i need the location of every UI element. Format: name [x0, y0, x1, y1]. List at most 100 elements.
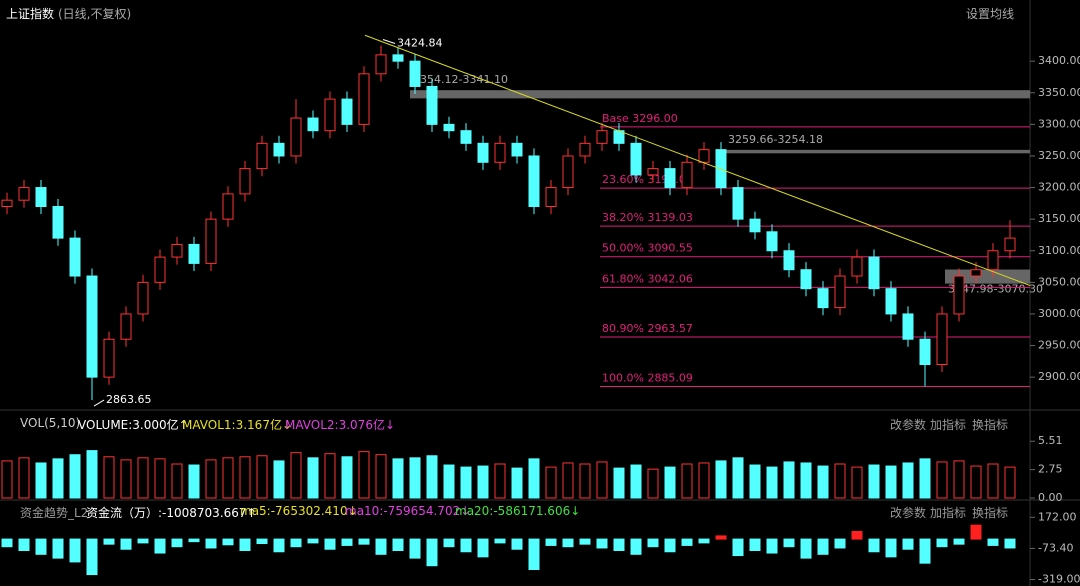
bar: [205, 459, 217, 499]
fib-label: 23.60% 3199.03: [602, 173, 693, 186]
candle-body: [375, 54, 387, 75]
button[interactable]: 改参数: [890, 506, 927, 520]
candle-body: [171, 243, 183, 258]
ma20: ma20:-586171.606↓: [455, 504, 581, 518]
y-tick-label: 3200.00: [1038, 181, 1080, 194]
candle-body: [256, 142, 268, 170]
y-tick-label: 5.51: [1038, 434, 1063, 447]
ma5: ma5:-765302.410↓: [240, 504, 358, 518]
bar: [715, 535, 727, 540]
bar: [86, 538, 98, 576]
bar: [460, 538, 472, 553]
bar: [817, 538, 829, 555]
bar: [35, 462, 47, 499]
bar: [613, 538, 625, 552]
button[interactable]: 加指标: [930, 418, 967, 432]
y-tick-label: 3100.00: [1038, 244, 1080, 257]
bar: [188, 538, 200, 543]
fib-label: Base 3296.00: [602, 112, 678, 125]
bar: [86, 450, 98, 499]
candle-body: [528, 155, 540, 208]
fib-label: 38.20% 3139.03: [602, 211, 693, 224]
candle-body: [953, 275, 965, 315]
zone: [725, 149, 1030, 154]
bar: [256, 455, 268, 499]
bar: [868, 538, 880, 553]
candle-body: [919, 338, 931, 366]
candle-body: [868, 256, 880, 290]
bar: [460, 466, 472, 499]
bar: [426, 538, 438, 567]
candle-body: [579, 142, 591, 157]
candle-body: [52, 206, 64, 239]
bar: [256, 538, 268, 545]
bar: [477, 538, 489, 558]
bar: [171, 538, 183, 548]
bar: [154, 458, 166, 499]
bar: [749, 538, 761, 552]
candle-body: [120, 313, 132, 340]
candle-body: [239, 168, 251, 195]
button[interactable]: 换指标: [972, 418, 1009, 432]
bar: [273, 460, 285, 499]
bar: [52, 538, 64, 559]
bar: [1, 538, 13, 548]
vol-name: VOL(5,10): [20, 416, 81, 430]
y-tick-label: 2900.00: [1038, 370, 1080, 383]
candle-body: [426, 85, 438, 125]
fib-label: 100.0% 2885.09: [602, 372, 693, 385]
y-tick-label: 3350.00: [1038, 86, 1080, 99]
bar: [698, 538, 710, 544]
candle-body: [936, 313, 948, 366]
bar: [18, 538, 30, 552]
bar: [664, 538, 676, 553]
bar: [970, 465, 982, 499]
candle-body: [596, 130, 608, 144]
button[interactable]: 加指标: [930, 506, 967, 520]
candle-body: [681, 161, 693, 189]
bar: [766, 538, 778, 554]
candle-body: [715, 149, 727, 189]
bar: [749, 464, 761, 499]
bar: [358, 451, 370, 499]
candle-body: [86, 275, 98, 378]
bar: [239, 538, 251, 552]
bar: [800, 462, 812, 499]
candle-body: [188, 243, 200, 264]
bar: [936, 461, 948, 499]
y-tick-label: 3250.00: [1038, 149, 1080, 162]
ma10: ma10:-759654.702↓: [345, 504, 471, 518]
bar: [171, 463, 183, 499]
bar: [545, 466, 557, 499]
ma-setting[interactable]: 设置均线: [966, 7, 1015, 21]
zone-label: 3047.98-3070.30: [948, 283, 1043, 296]
bar: [800, 538, 812, 559]
bar: [137, 457, 149, 499]
candle-body: [1004, 237, 1016, 252]
button[interactable]: 换指标: [972, 506, 1009, 520]
bar: [783, 538, 795, 548]
candle-body: [749, 218, 761, 233]
bar: [562, 538, 574, 548]
y-tick-label: 2950.00: [1038, 339, 1080, 352]
bar: [953, 460, 965, 499]
candle-body: [562, 155, 574, 189]
candle-body: [664, 168, 676, 189]
bar: [834, 463, 846, 499]
button[interactable]: 改参数: [890, 418, 927, 432]
bar: [341, 456, 353, 499]
bar: [324, 453, 336, 499]
bar: [987, 538, 999, 546]
fib-label: 80.90% 2963.57: [602, 322, 693, 335]
bar: [664, 466, 676, 499]
zone-label: 3354.12-3341.10: [413, 73, 508, 86]
bar: [290, 452, 302, 499]
candle-body: [817, 288, 829, 309]
bar: [375, 538, 387, 555]
bar: [715, 460, 727, 499]
bar: [273, 538, 285, 553]
pointer: [93, 399, 105, 407]
bar: [239, 456, 251, 499]
candle-body: [35, 187, 47, 208]
